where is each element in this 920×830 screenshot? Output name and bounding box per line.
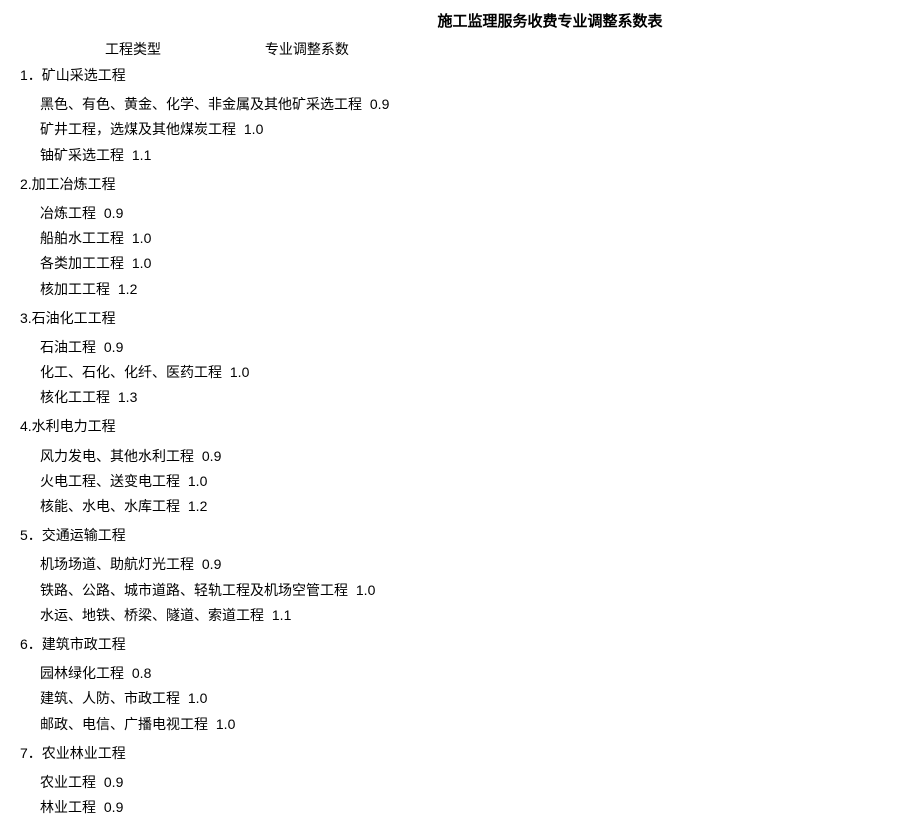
list-item: 石油工程 0.9 — [40, 335, 900, 360]
header-col1: 工程类型 — [105, 39, 161, 59]
list-item: 邮政、电信、广播电视工程 1.0 — [40, 712, 900, 737]
list-item: 水运、地铁、桥梁、隧道、索道工程 1.1 — [40, 603, 900, 628]
item-value: 0.8 — [132, 665, 151, 681]
item-text: 林业工程 — [40, 799, 96, 815]
item-text: 石油工程 — [40, 339, 96, 355]
item-text: 邮政、电信、广播电视工程 — [40, 716, 208, 732]
item-value: 1.0 — [356, 582, 375, 598]
header-row: 工程类型 专业调整系数 — [20, 39, 900, 59]
item-value: 0.9 — [370, 96, 389, 112]
item-value: 1.1 — [272, 607, 291, 623]
list-item: 火电工程、送变电工程 1.0 — [40, 469, 900, 494]
item-value: 0.9 — [104, 339, 123, 355]
section-label: 5．交通运输工程 — [20, 523, 900, 548]
section-label: 3.石油化工工程 — [20, 306, 900, 331]
item-text: 核能、水电、水库工程 — [40, 498, 180, 514]
item-text: 黑色、有色、黄金、化学、非金属及其他矿采选工程 — [40, 96, 362, 112]
list-item: 化工、石化、化纤、医药工程 1.0 — [40, 360, 900, 385]
item-text: 船舶水工工程 — [40, 230, 124, 246]
item-value: 1.0 — [132, 255, 151, 271]
item-text: 铁路、公路、城市道路、轻轨工程及机场空管工程 — [40, 582, 348, 598]
item-value: 1.0 — [230, 364, 249, 380]
list-item: 核加工工程 1.2 — [40, 277, 900, 302]
list-item: 核能、水电、水库工程 1.2 — [40, 494, 900, 519]
item-value: 0.9 — [104, 205, 123, 221]
item-value: 0.9 — [202, 448, 221, 464]
item-value: 0.9 — [202, 556, 221, 572]
list-item: 园林绿化工程 0.8 — [40, 661, 900, 686]
item-text: 核化工工程 — [40, 389, 110, 405]
header-col2: 专业调整系数 — [265, 39, 349, 59]
section-label: 4.水利电力工程 — [20, 414, 900, 439]
section-label: 6．建筑市政工程 — [20, 632, 900, 657]
item-text: 园林绿化工程 — [40, 665, 124, 681]
item-value: 1.0 — [216, 716, 235, 732]
item-value: 1.2 — [188, 498, 207, 514]
item-value: 1.3 — [118, 389, 137, 405]
list-item: 风力发电、其他水利工程 0.9 — [40, 444, 900, 469]
section-label: 2.加工冶炼工程 — [20, 172, 900, 197]
list-item: 铀矿采选工程 1.1 — [40, 143, 900, 168]
item-value: 1.0 — [244, 121, 263, 137]
list-item: 矿井工程，选煤及其他煤炭工程 1.0 — [40, 117, 900, 142]
item-text: 机场场道、助航灯光工程 — [40, 556, 194, 572]
item-text: 核加工工程 — [40, 281, 110, 297]
item-text: 铀矿采选工程 — [40, 147, 124, 163]
item-text: 水运、地铁、桥梁、隧道、索道工程 — [40, 607, 264, 623]
item-text: 化工、石化、化纤、医药工程 — [40, 364, 222, 380]
item-text: 各类加工工程 — [40, 255, 124, 271]
list-item: 铁路、公路、城市道路、轻轨工程及机场空管工程 1.0 — [40, 578, 900, 603]
list-item: 冶炼工程 0.9 — [40, 201, 900, 226]
item-text: 建筑、人防、市政工程 — [40, 690, 180, 706]
item-value: 1.0 — [132, 230, 151, 246]
list-item: 农业工程 0.9 — [40, 770, 900, 795]
item-text: 矿井工程，选煤及其他煤炭工程 — [40, 121, 236, 137]
item-value: 1.0 — [188, 690, 207, 706]
item-value: 1.2 — [118, 281, 137, 297]
content-area: 1．矿山采选工程黑色、有色、黄金、化学、非金属及其他矿采选工程 0.9矿井工程，… — [20, 63, 900, 820]
section-label: 1．矿山采选工程 — [20, 63, 900, 88]
list-item: 船舶水工工程 1.0 — [40, 226, 900, 251]
list-item: 建筑、人防、市政工程 1.0 — [40, 686, 900, 711]
page-title: 施工监理服务收费专业调整系数表 — [200, 10, 900, 31]
item-text: 冶炼工程 — [40, 205, 96, 221]
list-item: 黑色、有色、黄金、化学、非金属及其他矿采选工程 0.9 — [40, 92, 900, 117]
item-text: 火电工程、送变电工程 — [40, 473, 180, 489]
list-item: 各类加工工程 1.0 — [40, 251, 900, 276]
list-item: 林业工程 0.9 — [40, 795, 900, 820]
item-value: 0.9 — [104, 799, 123, 815]
list-item: 核化工工程 1.3 — [40, 385, 900, 410]
item-value: 1.0 — [188, 473, 207, 489]
list-item: 机场场道、助航灯光工程 0.9 — [40, 552, 900, 577]
item-text: 风力发电、其他水利工程 — [40, 448, 194, 464]
item-value: 1.1 — [132, 147, 151, 163]
section-label: 7．农业林业工程 — [20, 741, 900, 766]
